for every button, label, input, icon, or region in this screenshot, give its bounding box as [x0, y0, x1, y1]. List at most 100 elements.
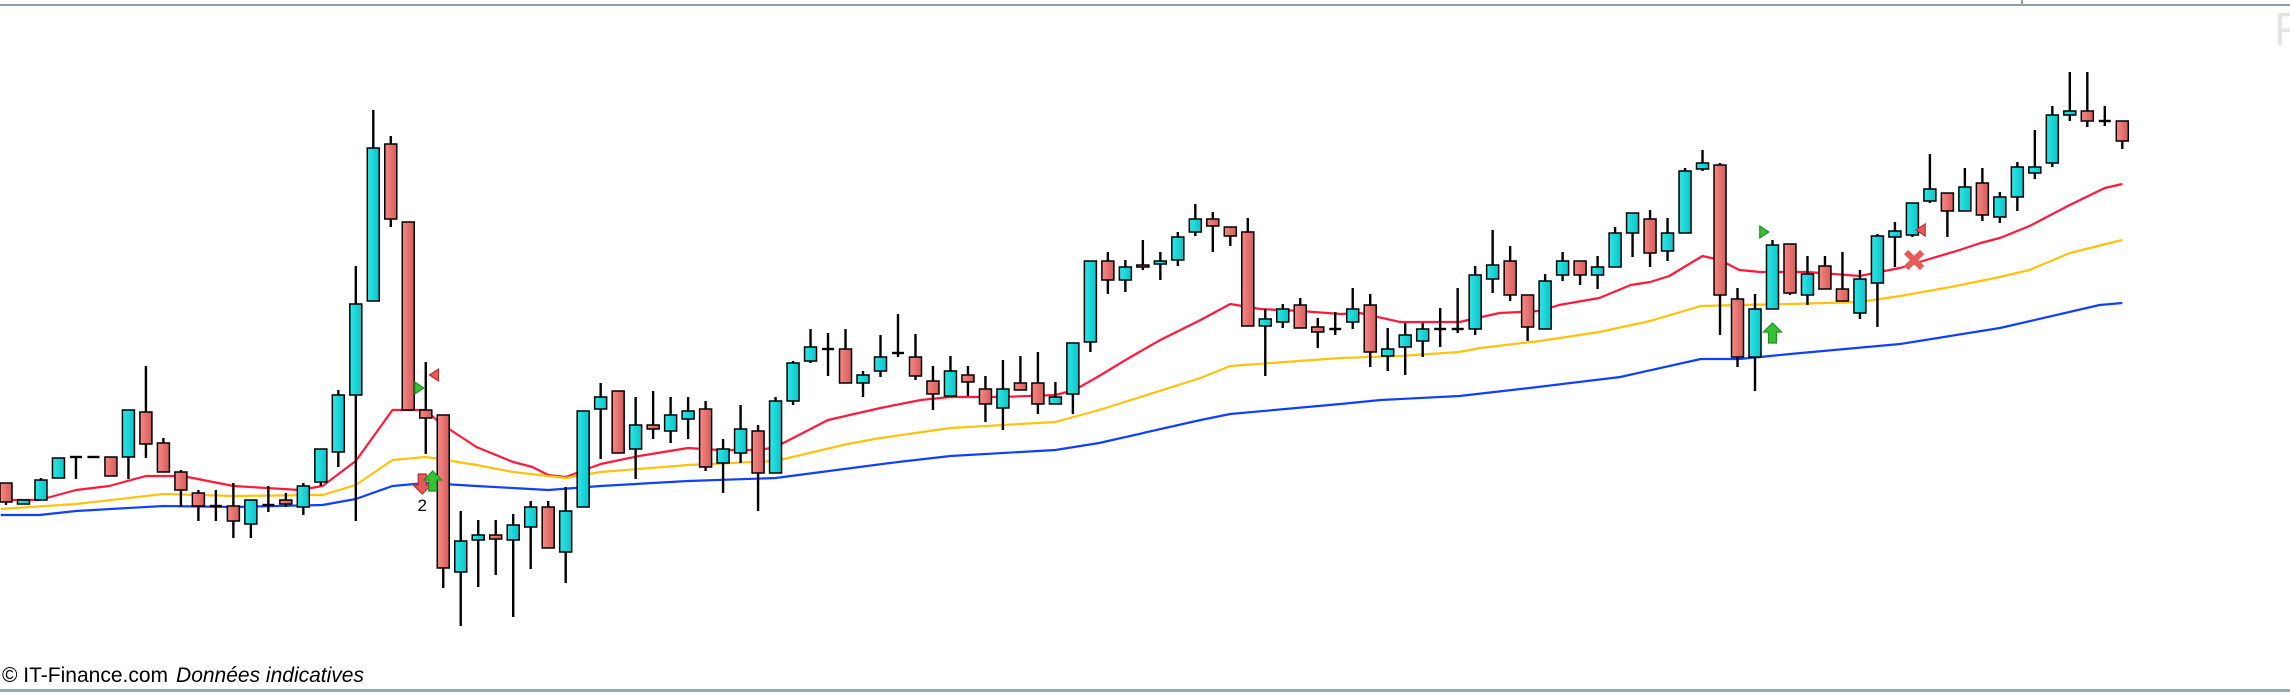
candle — [1520, 294, 1535, 341]
candle — [1835, 252, 1850, 302]
candle — [2080, 72, 2095, 127]
candle-body-up — [1555, 260, 1570, 276]
candle — [1118, 260, 1133, 292]
candle-body-up — [51, 457, 66, 479]
candle-body-up — [1765, 244, 1780, 310]
candle — [576, 410, 590, 508]
candle — [1888, 222, 1902, 267]
candle — [768, 397, 783, 474]
candle — [716, 439, 730, 493]
candle-body-up — [1958, 186, 1972, 212]
candle-body-up — [2063, 110, 2077, 116]
candle-body-up — [349, 303, 363, 396]
candle — [558, 487, 573, 583]
candle-body-down — [156, 442, 171, 473]
candle-body-down — [1311, 326, 1325, 333]
candle-body-down — [104, 456, 118, 477]
candle — [1380, 328, 1395, 371]
candle — [1013, 356, 1028, 391]
candle-body-up — [628, 424, 643, 450]
candle — [51, 457, 66, 479]
candle-body-up — [1485, 264, 1500, 280]
candle-body-down — [611, 390, 625, 454]
candle-body-down — [1520, 294, 1535, 328]
candle — [1765, 240, 1780, 310]
candle-body-down — [1241, 231, 1255, 327]
candle — [1573, 260, 1587, 285]
candle — [1923, 154, 1937, 203]
candle — [419, 362, 433, 454]
candle-body-down — [1136, 264, 1150, 268]
candle-body-down — [384, 143, 398, 220]
candle — [296, 483, 311, 515]
candle — [1468, 266, 1482, 335]
signal-count-label: 2 — [418, 496, 427, 515]
candle — [1206, 212, 1220, 252]
candle — [611, 390, 625, 454]
candle-body-down — [646, 424, 660, 430]
candle — [1870, 234, 1885, 327]
candle-body-up — [1171, 236, 1185, 261]
candle-body-up — [453, 540, 468, 573]
candle-body-up — [663, 414, 678, 432]
candle-body-up — [576, 410, 590, 508]
candle-body-down — [838, 348, 853, 384]
candle — [1258, 309, 1273, 376]
candle-body-up — [523, 506, 538, 528]
candle — [1153, 252, 1168, 280]
candle-body-up — [1608, 232, 1622, 268]
candle — [1538, 274, 1552, 330]
candle — [1730, 288, 1745, 367]
candle — [2028, 130, 2042, 179]
candle — [1188, 204, 1203, 236]
candle-body-down — [2115, 120, 2130, 142]
top-border — [0, 4, 2290, 6]
candle-body-up — [1066, 342, 1080, 395]
candle — [1241, 218, 1255, 327]
candle — [1555, 252, 1570, 281]
candle — [1660, 218, 1675, 261]
candle — [506, 514, 520, 617]
candle-body-down — [419, 409, 433, 419]
candle-body-down — [698, 408, 713, 468]
buy-arrow-up-icon — [1762, 322, 1783, 344]
candle-body-up — [314, 448, 328, 483]
buy-arrow-up-icon — [422, 470, 444, 492]
candle — [226, 483, 241, 538]
sell-triangle-icon — [1915, 222, 1926, 238]
candle — [908, 334, 923, 380]
candle-body-down — [1835, 288, 1850, 302]
candle — [1485, 230, 1500, 293]
candle-body-down — [279, 499, 293, 505]
candle — [1853, 270, 1867, 319]
candle — [1800, 256, 1815, 305]
candle-body-up — [856, 374, 870, 384]
candle-body-down — [1206, 218, 1220, 227]
candle — [943, 356, 958, 397]
candle-body-down — [541, 506, 555, 549]
candle-body-down — [961, 374, 975, 383]
candle — [1643, 210, 1657, 267]
candle-body-up — [2045, 114, 2060, 164]
candle — [2063, 72, 2077, 121]
candle — [69, 455, 82, 479]
candle — [1398, 323, 1412, 375]
top-border-tick — [2021, 0, 2023, 5]
candle — [1311, 318, 1325, 348]
buy-triangle-icon — [1759, 224, 1770, 240]
candle-body-down — [1975, 182, 1990, 216]
candle-body-up — [1678, 170, 1692, 234]
candle-body-down — [1818, 265, 1832, 290]
candle — [803, 329, 818, 363]
candle — [1329, 312, 1342, 335]
candle — [453, 511, 468, 626]
candle-body-down — [2080, 110, 2095, 122]
candle — [244, 499, 258, 538]
candle — [1293, 298, 1308, 329]
candle-body-up — [1345, 308, 1360, 323]
candle — [1958, 168, 1972, 212]
candle — [873, 335, 888, 377]
candle-body-up — [1153, 260, 1168, 265]
candle-body-down — [0, 482, 13, 503]
candle-body-down — [401, 221, 416, 411]
